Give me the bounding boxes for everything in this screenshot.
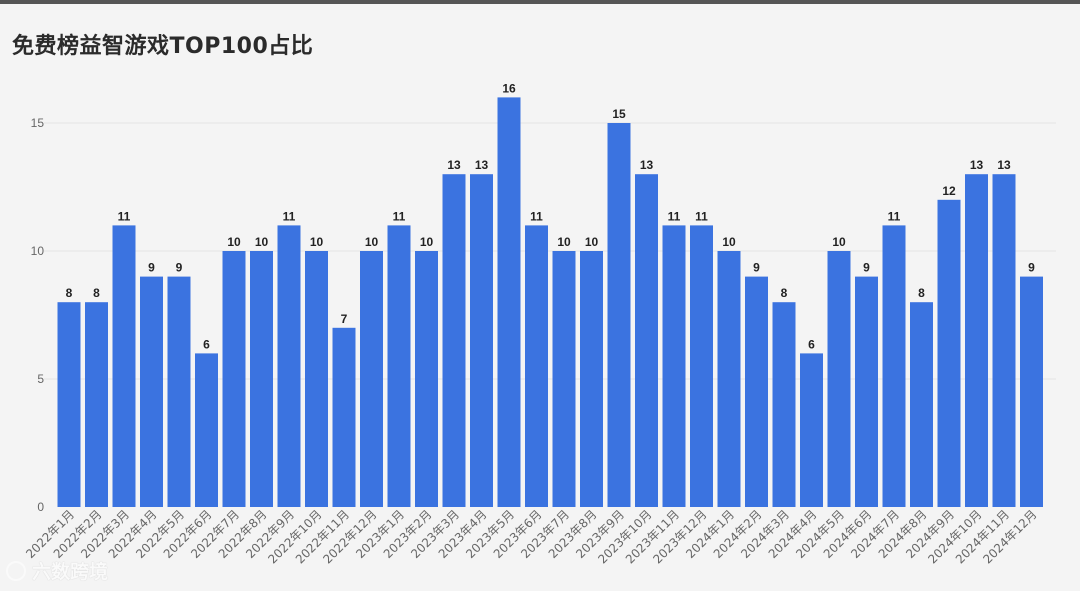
bar [662,225,686,507]
bar [470,174,493,507]
y-tick-label: 5 [37,372,44,386]
data-label: 11 [668,209,681,223]
y-tick-label: 0 [37,500,44,514]
data-label: 15 [612,107,626,121]
bar [800,353,823,507]
data-label: 13 [640,158,654,172]
bar [222,251,246,507]
data-label: 11 [283,209,296,223]
data-label: 11 [695,209,708,223]
bar [57,302,81,507]
bar [140,276,163,507]
bar [992,174,1016,507]
data-label: 9 [863,261,870,275]
data-label: 8 [66,286,73,300]
data-label: 10 [722,235,736,249]
circle-logo-icon [6,560,26,581]
bar [552,251,576,507]
data-label: 10 [832,235,846,249]
bar [745,276,768,507]
y-axis-ticks: 0 5 10 15 [31,116,45,514]
data-label: 10 [255,235,269,249]
data-label: 10 [365,235,379,249]
bar [965,174,988,507]
data-label: 9 [753,261,760,275]
bar [250,251,273,507]
bar [497,97,521,508]
data-label: 8 [93,286,100,300]
bar [387,225,411,507]
data-label: 12 [942,184,956,198]
data-label: 11 [118,209,131,223]
bar [690,225,713,507]
bar [772,302,796,507]
data-label: 13 [970,158,984,172]
bar [305,251,328,507]
bar [195,353,218,507]
data-label: 6 [808,337,815,351]
y-tick-label: 15 [31,116,45,130]
bar [910,302,933,507]
x-axis-ticks: 2022年1月2022年2月2022年3月2022年4月2022年5月2022年… [23,507,1039,566]
data-label: 6 [203,337,210,351]
bar [525,225,548,507]
bar [85,302,108,507]
data-label: 7 [341,312,348,326]
bar [855,276,878,507]
bar [717,251,741,507]
data-label: 11 [888,209,901,223]
data-label: 16 [502,81,516,95]
data-label: 9 [176,261,183,275]
watermark: 六数跨境 [6,557,108,584]
data-label: 13 [475,158,489,172]
bar [882,225,906,507]
data-label: 10 [557,235,571,249]
bar [442,174,466,507]
bar [827,251,851,507]
y-tick-label: 10 [31,244,45,258]
data-label: 9 [148,261,155,275]
bar [607,123,631,507]
data-label: 8 [918,286,925,300]
bar [937,199,961,508]
data-label: 13 [997,158,1011,172]
bar [332,327,356,507]
data-label: 9 [1028,261,1035,275]
data-label: 10 [310,235,324,249]
data-label: 8 [781,286,788,300]
watermark-text: 六数跨境 [32,561,109,583]
data-label: 11 [530,209,543,223]
bar [1020,276,1043,507]
bars [57,97,1043,508]
bar [580,251,603,507]
data-label: 10 [227,235,241,249]
bar [277,225,301,507]
bar [360,251,383,507]
top-border [0,0,1080,4]
bar [112,225,136,507]
data-label: 10 [585,235,599,249]
chart-title: 免费榜益智游戏TOP100占比 [12,34,314,59]
data-label: 13 [447,158,461,172]
bar [167,276,191,507]
data-label: 11 [393,209,406,223]
bar [635,174,658,507]
data-label: 10 [420,235,434,249]
bar [415,251,438,507]
data-labels: 8 8 11 9 9 6 10 10 11 10 7 10 11 10 13 13 16 11 10 10 15 13 11… [66,81,1036,351]
